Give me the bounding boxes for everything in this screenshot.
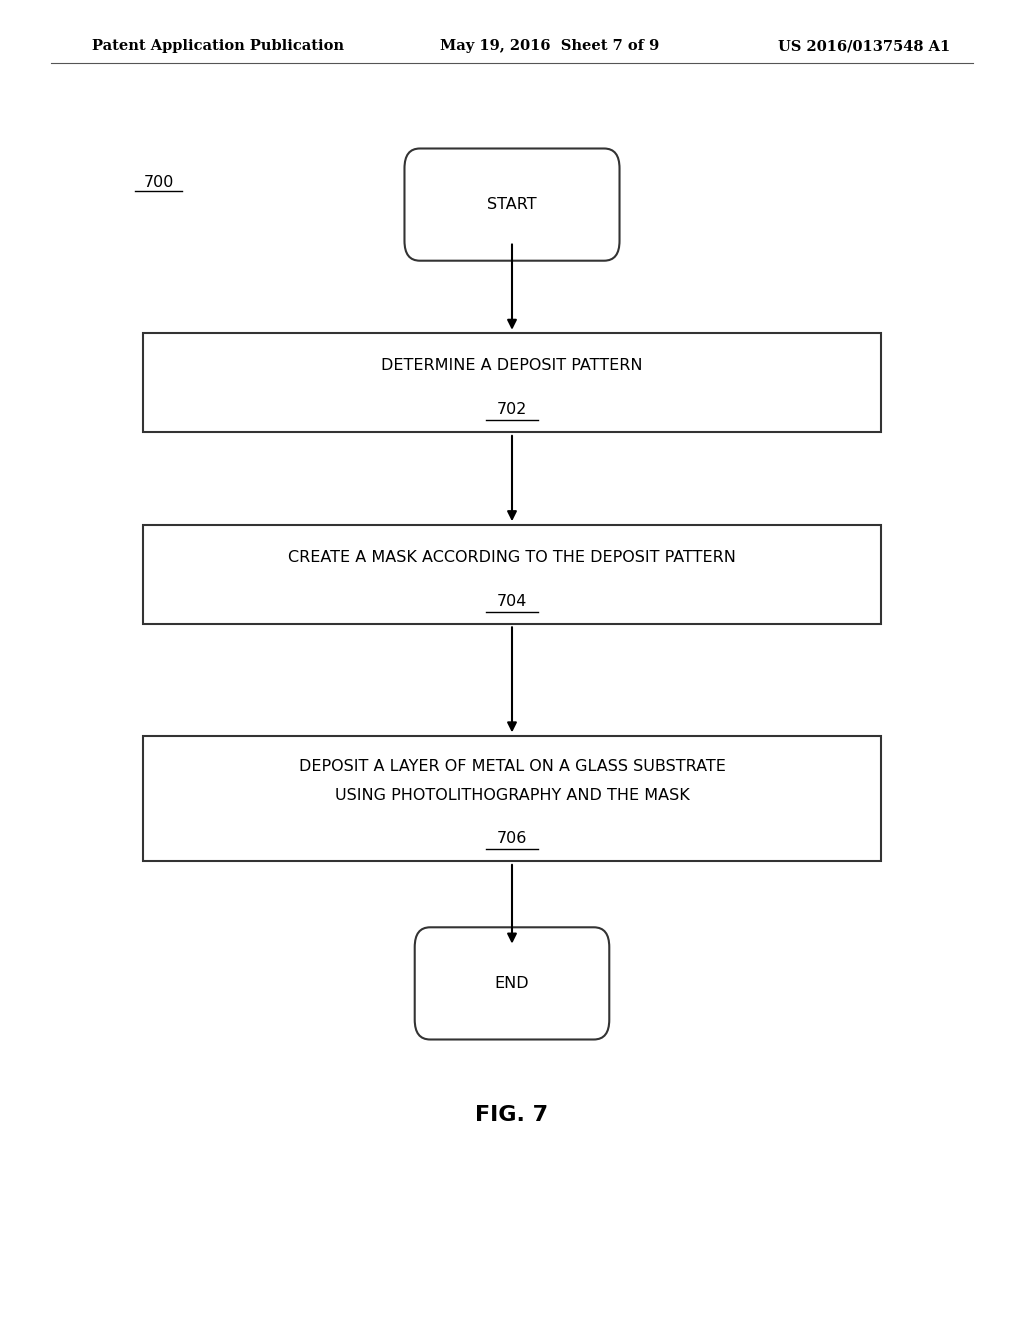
Text: CREATE A MASK ACCORDING TO THE DEPOSIT PATTERN: CREATE A MASK ACCORDING TO THE DEPOSIT P… xyxy=(288,549,736,565)
Text: May 19, 2016  Sheet 7 of 9: May 19, 2016 Sheet 7 of 9 xyxy=(440,40,659,53)
Text: 700: 700 xyxy=(143,174,174,190)
Text: Patent Application Publication: Patent Application Publication xyxy=(92,40,344,53)
Text: 702: 702 xyxy=(497,403,527,417)
Bar xyxy=(143,334,881,433)
Text: 706: 706 xyxy=(497,832,527,846)
FancyBboxPatch shape xyxy=(404,149,620,261)
Text: FIG. 7: FIG. 7 xyxy=(475,1105,549,1126)
Bar xyxy=(143,525,881,624)
FancyBboxPatch shape xyxy=(415,927,609,1040)
Bar xyxy=(143,737,881,861)
Text: END: END xyxy=(495,975,529,991)
Text: DEPOSIT A LAYER OF METAL ON A GLASS SUBSTRATE: DEPOSIT A LAYER OF METAL ON A GLASS SUBS… xyxy=(299,759,725,774)
Text: US 2016/0137548 A1: US 2016/0137548 A1 xyxy=(778,40,950,53)
Text: 704: 704 xyxy=(497,594,527,609)
Text: START: START xyxy=(487,197,537,213)
Text: USING PHOTOLITHOGRAPHY AND THE MASK: USING PHOTOLITHOGRAPHY AND THE MASK xyxy=(335,788,689,803)
Text: DETERMINE A DEPOSIT PATTERN: DETERMINE A DEPOSIT PATTERN xyxy=(381,358,643,374)
